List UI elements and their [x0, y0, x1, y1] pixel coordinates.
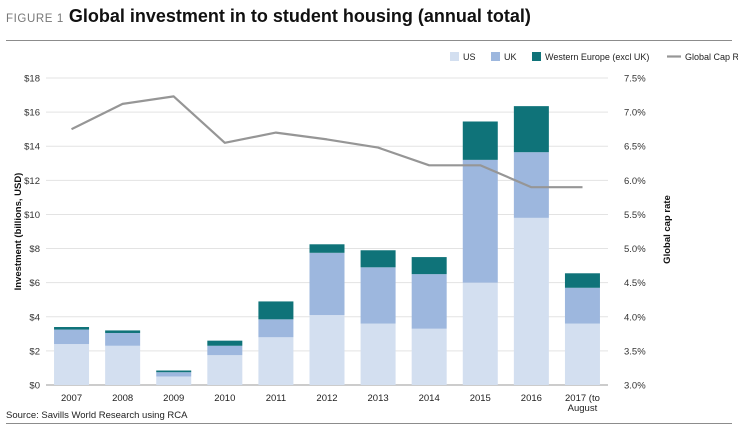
bar-segment-us	[105, 345, 141, 385]
figure-header: FIGURE 1 Global investment in to student…	[6, 6, 531, 36]
bar-segment-uk	[156, 372, 192, 377]
footer-divider	[6, 423, 732, 424]
y-right-tick-label: 3.5%	[624, 346, 646, 357]
y-tick-label: $8	[29, 244, 40, 255]
x-tick-label: 2017 (to	[565, 393, 600, 404]
bar-segment-western-europe	[513, 106, 549, 153]
x-tick-label: 2011	[266, 393, 286, 404]
bar-segment-us	[258, 337, 294, 385]
header-divider	[6, 40, 732, 41]
bar-segment-uk	[54, 329, 90, 345]
y-right-tick-label: 6.5%	[624, 142, 646, 153]
y-tick-label: $14	[24, 142, 40, 153]
bar-segment-uk	[513, 152, 549, 218]
x-tick-label: 2015	[470, 393, 491, 404]
y-right-tick-label: 5.0%	[624, 244, 646, 255]
y-right-axis-label: Global cap rate	[662, 195, 673, 264]
y-right-tick-label: 7.0%	[624, 108, 646, 119]
bar-segment-western-europe	[462, 121, 498, 160]
bar-segment-us	[156, 376, 192, 385]
y-right-tick-label: 6.0%	[624, 176, 646, 187]
x-tick-label: 2007	[61, 393, 82, 404]
y-tick-label: $12	[24, 176, 40, 187]
bar-segment-uk	[207, 345, 243, 356]
bar-segment-uk	[360, 267, 396, 324]
bar-segment-us	[309, 315, 345, 385]
bar-segment-us	[360, 323, 396, 385]
y-right-tick-label: 4.0%	[624, 312, 646, 323]
legend-swatch-western-europe	[532, 52, 541, 61]
y-axis-label: Investment (billions, USD)	[13, 173, 24, 291]
bar-segment-western-europe	[309, 244, 345, 253]
y-tick-label: $4	[29, 312, 40, 323]
bar-segment-western-europe	[54, 327, 90, 330]
y-right-tick-label: 5.5%	[624, 210, 646, 221]
bar-segment-us	[54, 344, 90, 385]
y-tick-label: $10	[24, 210, 40, 221]
bar-segment-uk	[564, 287, 600, 324]
bar-segment-uk	[411, 274, 447, 329]
bar-segment-western-europe	[258, 301, 294, 320]
x-tick-label: August	[568, 403, 598, 414]
bar-segment-western-europe	[360, 250, 396, 268]
bar-segment-uk	[309, 252, 345, 316]
x-tick-label: 2012	[316, 393, 337, 404]
cap-rate-line	[71, 95, 583, 189]
y-right-tick-label: 7.5%	[624, 74, 646, 85]
bar-segment-uk	[258, 319, 294, 338]
legend-label: Global Cap Rate	[685, 52, 738, 62]
chart-title: Global investment in to student housing …	[68, 6, 531, 26]
y-tick-label: $2	[29, 346, 40, 357]
y-tick-label: $16	[24, 108, 40, 119]
bar-segment-us	[207, 355, 243, 385]
y-right-tick-label: 4.5%	[624, 278, 646, 289]
bar-segment-uk	[105, 332, 141, 346]
bar-segment-us	[564, 323, 600, 385]
x-tick-label: 2014	[419, 393, 440, 404]
bar-segment-us	[513, 217, 549, 385]
legend-label: Western Europe (excl UK)	[545, 52, 649, 62]
bar-segment-uk	[462, 159, 498, 283]
y-tick-label: $0	[29, 381, 40, 392]
y-tick-label: $6	[29, 278, 40, 289]
bar-segment-western-europe	[156, 370, 192, 373]
x-tick-label: 2013	[368, 393, 389, 404]
bar-segment-western-europe	[207, 340, 243, 346]
legend-label: UK	[504, 52, 517, 62]
legend-swatch-uk	[491, 52, 500, 61]
source-note: Source: Savills World Research using RCA	[6, 410, 188, 421]
bar-segment-us	[411, 328, 447, 385]
figure-label: FIGURE 1	[6, 13, 64, 25]
y-tick-label: $18	[24, 74, 40, 85]
bar-segment-western-europe	[105, 330, 141, 333]
bar-segment-western-europe	[564, 273, 600, 288]
x-tick-label: 2009	[163, 393, 184, 404]
x-tick-label: 2010	[214, 393, 235, 404]
legend-swatch-us	[450, 52, 459, 61]
bar-segment-us	[462, 282, 498, 385]
x-tick-label: 2008	[112, 393, 133, 404]
bar-segment-western-europe	[411, 257, 447, 275]
x-tick-label: 2016	[521, 393, 542, 404]
legend-label: US	[463, 52, 476, 62]
y-right-tick-label: 3.0%	[624, 381, 646, 392]
